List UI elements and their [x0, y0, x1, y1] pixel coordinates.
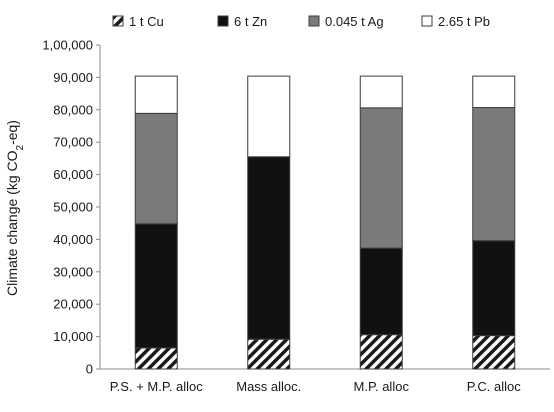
bar-segment-1-t-cu	[134, 347, 178, 370]
legend-swatch	[308, 15, 320, 27]
x-tick-label: Mass alloc.	[236, 379, 301, 394]
bar-segment-0-045-t-ag	[134, 112, 178, 225]
y-tick-label: 0	[86, 362, 93, 377]
y-tick-label: 20,000	[53, 297, 93, 312]
y-tick-label: 70,000	[53, 135, 93, 150]
bars	[134, 75, 516, 370]
legend-label: 2.65 t Pb	[438, 14, 490, 29]
legend-label: 6 t Zn	[234, 14, 267, 29]
bar-segment-2-65-t-pb	[472, 75, 516, 109]
bar-segment-2-65-t-pb	[359, 75, 403, 109]
y-tick-label: 50,000	[53, 200, 93, 215]
bar-segment-0-045-t-ag	[359, 107, 403, 249]
x-tick-label: P.C. alloc	[467, 379, 521, 394]
bar-segment-6-t-zn	[134, 223, 178, 349]
bar-segment-6-t-zn	[472, 240, 516, 337]
y-tick-label: 80,000	[53, 102, 93, 117]
bar-segment-0-045-t-ag	[472, 107, 516, 242]
bar-segment-1-t-cu	[247, 338, 291, 370]
bar-segment-1-t-cu	[359, 334, 403, 370]
y-tick-label: 40,000	[53, 232, 93, 247]
legend: 1 t Cu 6 t Zn 0.045 t Ag 2.65 t Pb	[112, 14, 490, 29]
bar-segment-2-65-t-pb	[247, 75, 291, 158]
legend-label: 1 t Cu	[129, 14, 164, 29]
bar-segment-1-t-cu	[472, 335, 516, 370]
x-tick-label: P.S. + M.P. alloc	[110, 379, 204, 394]
y-tick-label: 10,000	[53, 329, 93, 344]
legend-label: 0.045 t Ag	[325, 14, 384, 29]
y-axis-title: Climate change (kg CO2-eq)	[4, 120, 26, 296]
legend-swatch	[217, 15, 229, 27]
legend-swatch	[421, 15, 433, 27]
x-tick-label: M.P. alloc	[354, 379, 410, 394]
bar-segment-6-t-zn	[359, 247, 403, 336]
y-tick-label: 30,000	[53, 264, 93, 279]
legend-swatch	[112, 15, 124, 27]
y-tick-label: 1,00,000	[42, 38, 93, 53]
bar-segment-6-t-zn	[247, 156, 291, 340]
x-axis: P.S. + M.P. alloc Mass alloc. M.P. alloc P.…	[110, 379, 522, 394]
y-tick-label: 90,000	[53, 70, 93, 85]
bar-segment-2-65-t-pb	[134, 75, 178, 114]
y-tick-label: 60,000	[53, 167, 93, 182]
y-axis: 0 10,000 20,000 30,000 40,000 50,000 60,000 70,…	[42, 38, 550, 377]
